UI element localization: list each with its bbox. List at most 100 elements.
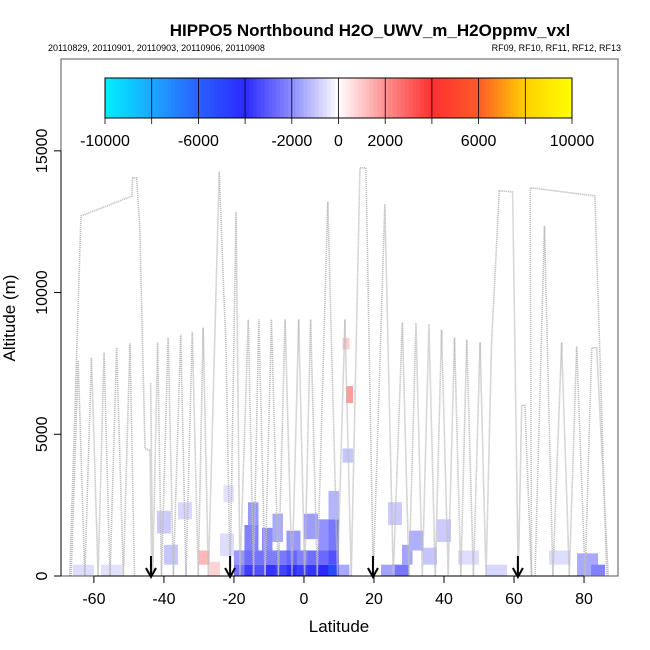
y-tick-label: 15000 — [34, 128, 51, 173]
x-tick-label: 20 — [365, 591, 383, 608]
colorbar-swatch — [155, 78, 160, 118]
colorbar-swatch — [175, 78, 180, 118]
colorbar-swatch — [268, 78, 273, 118]
colorbar-swatch — [548, 78, 554, 118]
colorbar-swatch — [206, 78, 211, 118]
x-axis: -60 -40 -20 0 20 40 60 80 — [82, 575, 593, 608]
colorbar-swatch — [322, 78, 328, 118]
y-tick-label: 0 — [34, 571, 51, 580]
heatmap-cell — [265, 564, 276, 576]
colorbar-swatch — [529, 78, 534, 118]
colorbar-swatch — [178, 78, 184, 118]
y-axis: 0 5000 10000 15000 — [34, 128, 62, 580]
heatmap-cell — [394, 564, 409, 576]
colorbar-swatch — [389, 78, 394, 118]
arrow-head-icon — [224, 567, 236, 580]
colorbar-swatch — [408, 78, 413, 118]
arrow-head-icon — [145, 567, 157, 580]
colorbar-label: 0 — [334, 133, 343, 150]
colorbar-swatch — [198, 78, 203, 118]
colorbar-swatch — [455, 78, 460, 118]
colorbar-label: 6000 — [461, 133, 497, 150]
colorbar-swatch — [147, 78, 153, 118]
heatmap-cell — [261, 527, 273, 551]
colorbar-swatch — [513, 78, 519, 118]
colorbar-swatch — [256, 78, 262, 118]
heatmap-cell — [100, 564, 122, 576]
heatmap-cell — [317, 519, 329, 551]
colorbar-swatch — [287, 78, 293, 118]
colorbar-swatch — [463, 78, 468, 118]
x-tick-label: -40 — [152, 591, 175, 608]
colorbar-swatch — [392, 78, 398, 118]
heatmap-cell — [307, 550, 318, 565]
heatmap-cell — [275, 564, 287, 576]
colorbar-swatch — [217, 78, 223, 118]
heatmap-cell — [486, 564, 508, 576]
heatmap-cell — [591, 564, 606, 576]
colorbar-swatch — [560, 78, 565, 118]
colorbar-swatch — [194, 78, 199, 118]
colorbar-swatch — [233, 78, 238, 118]
colorbar-swatch — [451, 78, 456, 118]
colorbar-swatch — [509, 78, 515, 118]
heatmap-cells — [72, 337, 606, 576]
colorbar-swatch — [202, 78, 207, 118]
heatmap-cell — [209, 561, 220, 576]
colorbar-swatch — [116, 78, 122, 118]
colorbar-swatch — [435, 78, 441, 118]
colorbar-swatch — [494, 78, 499, 118]
colorbar-swatch — [136, 78, 141, 118]
heatmap-cell — [275, 550, 287, 565]
colorbar-swatch — [564, 78, 569, 118]
heatmap-cell — [317, 564, 329, 576]
heatmap-cell — [244, 564, 255, 576]
colorbar-swatch — [517, 78, 522, 118]
colorbar-swatch — [291, 78, 297, 118]
colorbar-swatch — [241, 78, 246, 118]
colorbar-swatch — [556, 78, 561, 118]
subtitle-dates: 20110829, 20110901, 20110903, 20110906, … — [48, 43, 265, 53]
heatmap-cell — [223, 485, 234, 503]
colorbar-swatch — [182, 78, 188, 118]
colorbar-swatch — [342, 78, 347, 118]
x-tick-label: 80 — [575, 591, 593, 608]
colorbar-swatch — [229, 78, 234, 118]
colorbar-swatch — [369, 78, 375, 118]
colorbar-swatch — [568, 78, 573, 118]
heatmap-cell — [156, 510, 171, 534]
colorbar-swatch — [416, 78, 421, 118]
colorbar-swatch — [151, 78, 157, 118]
colorbar-swatch — [280, 78, 285, 118]
colorbar-swatch — [381, 78, 386, 118]
colorbar-swatch — [525, 78, 530, 118]
heatmap-cell — [317, 550, 329, 565]
x-tick-label: 40 — [435, 591, 453, 608]
heatmap-cell — [328, 519, 339, 551]
colorbar-swatch — [350, 78, 355, 118]
x-tick-label: -20 — [222, 591, 245, 608]
colorbar-swatch — [210, 78, 215, 118]
colorbar-swatch — [248, 78, 254, 118]
colorbar-swatch — [330, 78, 336, 118]
heatmap-cell — [244, 550, 255, 565]
colorbar-swatch — [459, 78, 464, 118]
colorbar-swatch — [533, 78, 538, 118]
colorbar-swatch — [307, 78, 312, 118]
colorbar-swatch — [299, 78, 304, 118]
colorbar-swatch — [373, 78, 378, 118]
x-tick-label: 0 — [300, 591, 309, 608]
heatmap-cell — [254, 550, 266, 565]
colorbar-label: -10000 — [80, 133, 130, 150]
colorbar-swatch — [470, 78, 476, 118]
colorbar-swatch — [140, 78, 145, 118]
colorbar-label: 2000 — [367, 133, 403, 150]
colorbar-swatch — [431, 78, 437, 118]
colorbar-swatch — [128, 78, 133, 118]
flight-track-segment — [149, 167, 608, 577]
colorbar-swatch — [108, 78, 114, 118]
colorbar-swatch — [159, 78, 164, 118]
heatmap-cell — [328, 490, 339, 520]
x-tick-label: 60 — [505, 591, 523, 608]
